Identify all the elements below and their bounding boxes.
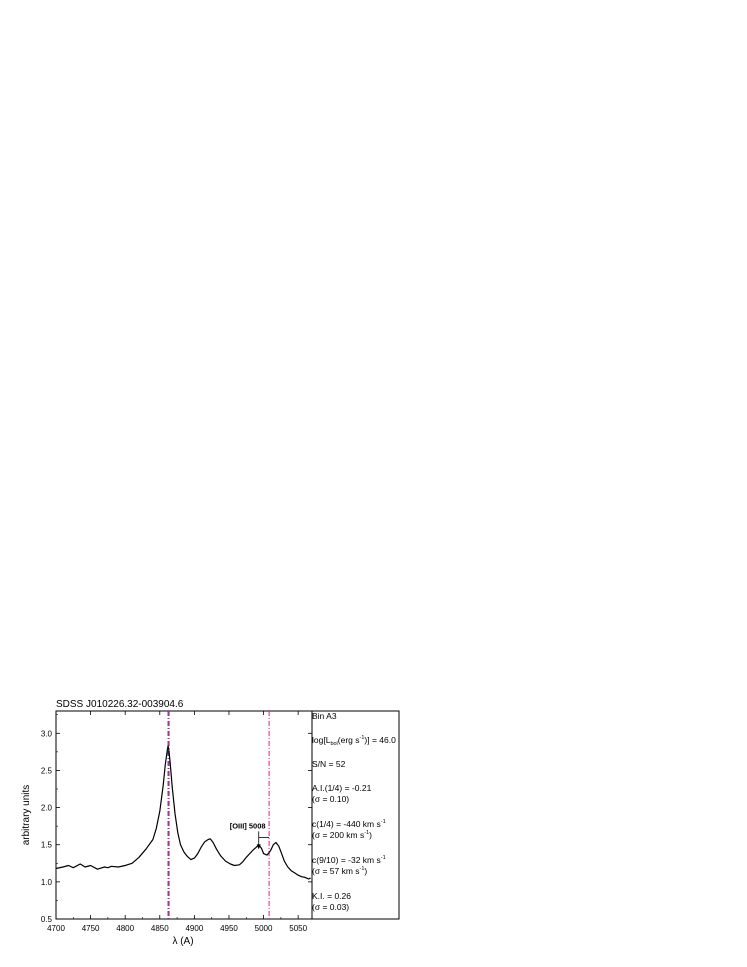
chart-title: SDSS J010226.32-003904.6: [56, 699, 184, 710]
y-tick-label: 3.0: [41, 729, 53, 738]
y-tick-label: 2.0: [41, 804, 53, 813]
bin-label: Bin A3: [312, 711, 337, 721]
c14-sigma-main: (σ = 200 km s: [312, 830, 365, 840]
c910-superscript: -1: [380, 855, 386, 861]
annotation-label: [OIII] 5008: [230, 821, 266, 830]
x-tick-label: 5000: [255, 924, 273, 933]
c910-sigma-superscript: -1: [359, 866, 365, 872]
ki-sigma: (σ = 0.03): [312, 902, 350, 912]
x-tick-label: 5050: [289, 924, 307, 933]
sn-value: S/N = 52: [312, 759, 346, 769]
c14-superscript: -1: [380, 819, 386, 825]
y-tick-label: 0.5: [41, 915, 53, 924]
x-tick-label: 4950: [220, 924, 238, 933]
c14-sigma-close: ): [369, 830, 372, 840]
y-tick-label: 1.0: [41, 878, 53, 887]
y-tick-label: 1.5: [41, 841, 53, 850]
lbol-line: log[Lbol(erg s-1)] = 46.0: [312, 735, 396, 747]
ai-sigma: (σ = 0.10): [312, 794, 350, 804]
lbol-superscript: -1: [359, 735, 365, 741]
lbol-prefix: log[L: [312, 735, 331, 745]
lbol-subscript: bol: [330, 741, 338, 747]
c910-main: c(9/10) = -32 km s: [312, 855, 381, 865]
ai-value: A.I.(1/4) = -0.21: [312, 783, 372, 793]
c910-sigma-line: (σ = 57 km s-1): [312, 866, 367, 877]
c910-line: c(9/10) = -32 km s-1: [312, 855, 386, 866]
lbol-suffix: )] = 46.0: [364, 735, 396, 745]
x-tick-label: 4700: [47, 924, 65, 933]
x-axis-label: λ (A): [172, 936, 193, 947]
x-tick-label: 4900: [185, 924, 203, 933]
c14-main: c(1/4) = -440 km s: [312, 819, 381, 829]
y-axis-label: arbitrary units: [21, 785, 32, 846]
x-tick-label: 4800: [116, 924, 134, 933]
c14-sigma-superscript: -1: [364, 830, 370, 836]
x-tick-label: 4750: [82, 924, 100, 933]
annotation-arrow-head: [256, 844, 261, 850]
info-panel: Bin A3 log[Lbol(erg s-1)] = 46.0 S/N = 5…: [312, 711, 398, 919]
c910-sigma-close: ): [364, 866, 368, 876]
c14-line: c(1/4) = -440 km s-1: [312, 819, 386, 830]
spectrum-line: [55, 745, 311, 880]
c910-sigma-main: (σ = 57 km s: [312, 866, 360, 876]
plot-frame: [55, 710, 313, 920]
ki-value: K.I. = 0.26: [312, 891, 351, 901]
y-tick-label: 2.5: [41, 766, 53, 775]
c14-sigma-line: (σ = 200 km s-1): [312, 830, 372, 841]
lbol-mid: (erg s: [337, 735, 360, 745]
x-tick-label: 4850: [151, 924, 169, 933]
